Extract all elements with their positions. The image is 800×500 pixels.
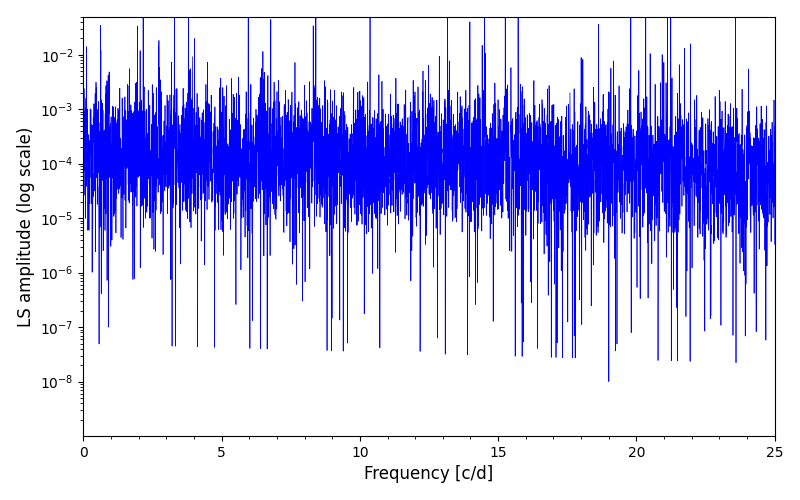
X-axis label: Frequency [c/d]: Frequency [c/d] — [364, 466, 494, 483]
Y-axis label: LS amplitude (log scale): LS amplitude (log scale) — [17, 126, 34, 326]
